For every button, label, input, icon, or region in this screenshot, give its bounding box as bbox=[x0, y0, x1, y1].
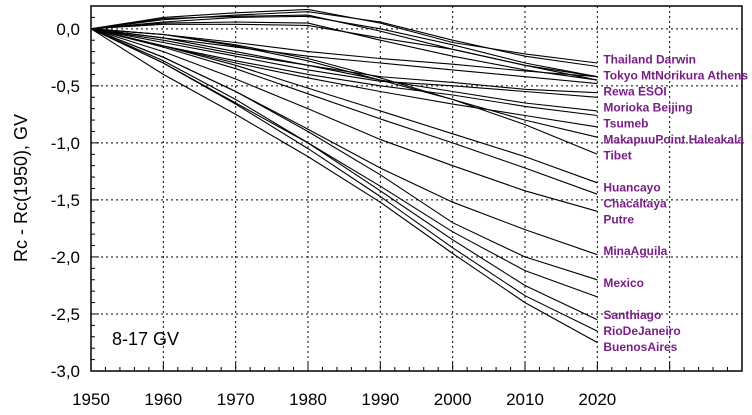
station-label: Tibet bbox=[603, 148, 631, 162]
series-line bbox=[90, 28, 598, 321]
y-tick-label: -1,0 bbox=[51, 134, 80, 153]
series-line bbox=[90, 28, 598, 281]
series-line bbox=[90, 28, 598, 94]
station-label: Thailand Darwin bbox=[603, 53, 696, 67]
series-line bbox=[90, 15, 598, 78]
ticks-layer bbox=[90, 5, 743, 372]
station-label: Mexico bbox=[603, 276, 644, 290]
series-line bbox=[90, 28, 598, 332]
y-tick-label: -2,5 bbox=[51, 305, 80, 324]
y-tick-label: -2,0 bbox=[51, 248, 80, 267]
annotation: 8-17 GV bbox=[112, 329, 179, 349]
y-tick-label: -3,0 bbox=[51, 362, 80, 381]
series-line bbox=[90, 28, 598, 343]
station-label: RioDeJaneiro bbox=[603, 324, 680, 338]
series-line bbox=[90, 28, 598, 155]
x-tick-label: 1960 bbox=[144, 390, 182, 409]
station-label: BuenosAires bbox=[603, 340, 677, 354]
station-label: Chacaltaya bbox=[603, 196, 667, 210]
x-tick-label: 1990 bbox=[361, 390, 399, 409]
series-line bbox=[90, 28, 598, 98]
station-label: Putre bbox=[603, 212, 634, 226]
x-tick-label: 2010 bbox=[506, 390, 544, 409]
series-line bbox=[90, 11, 598, 68]
station-label: Rewa ESOI bbox=[603, 85, 666, 99]
series-line bbox=[90, 28, 598, 138]
station-label: Tokyo MtNorikura Athens bbox=[603, 69, 748, 83]
series-line bbox=[90, 8, 598, 64]
series-line bbox=[90, 28, 598, 184]
station-label: Tsumeb bbox=[603, 116, 648, 130]
x-tick-labels: 1950 1960 1970 1980 1990 2000 2010 2020 bbox=[72, 390, 616, 409]
x-tick-label: 2020 bbox=[578, 390, 616, 409]
y-tick-label: 0,0 bbox=[56, 20, 80, 39]
x-tick-label: 2000 bbox=[434, 390, 472, 409]
y-tick-label: -1,5 bbox=[51, 191, 80, 210]
station-label: MinaAguila bbox=[603, 244, 667, 258]
x-tick-label: 1950 bbox=[72, 390, 110, 409]
station-label: Morioka Beijing bbox=[603, 101, 692, 115]
station-label: MakapuuPoint Haleakala bbox=[603, 132, 744, 146]
series-line bbox=[90, 28, 598, 212]
x-tick-label: 1980 bbox=[289, 390, 327, 409]
series-line bbox=[90, 28, 598, 85]
y-tick-label: -0,5 bbox=[51, 77, 80, 96]
station-labels: Thailand Darwin Tokyo MtNorikura Athens Re… bbox=[603, 53, 748, 354]
x-tick-label: 1970 bbox=[217, 390, 255, 409]
series-line bbox=[90, 28, 598, 195]
station-label: Huancayo bbox=[603, 180, 660, 194]
y-tick-labels: 0,0 -0,5 -1,0 -1,5 -2,0 -2,5 -3,0 bbox=[51, 20, 80, 381]
y-axis-label: Rc - Rc(1950), GV bbox=[11, 114, 31, 262]
series-line bbox=[90, 23, 598, 81]
series-layer bbox=[90, 8, 598, 343]
station-label: Santhiago bbox=[603, 308, 661, 322]
series-line bbox=[90, 28, 598, 112]
